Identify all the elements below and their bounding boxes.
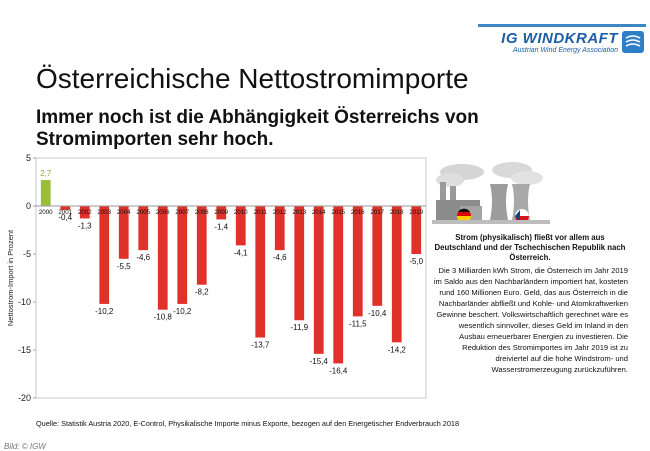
data-label: -10,8 (154, 313, 173, 322)
bar (391, 206, 402, 343)
bar (294, 206, 305, 321)
source-line: Quelle: Statistik Austria 2020, E-Contro… (36, 419, 460, 428)
page-subtitle: Immer noch ist die Abhängigkeit Österrei… (36, 107, 479, 150)
note-heading: Strom (physikalisch) fließt vor allem au… (434, 233, 626, 262)
bar (372, 206, 383, 306)
germany-flag-icon (457, 208, 471, 223)
x-tick-label: 2005 (136, 209, 150, 216)
y-tick-label: -15 (18, 345, 31, 355)
smoke-icon (436, 162, 543, 187)
bar (40, 180, 51, 206)
x-tick-label: 2010 (234, 209, 248, 216)
logo-subtitle: Austrian Wind Energy Association (512, 47, 618, 54)
data-label: -1,4 (214, 222, 228, 231)
x-tick-label: 2019 (409, 209, 423, 216)
x-tick-label: 2015 (331, 209, 345, 216)
x-tick-label: 2007 (175, 209, 189, 216)
data-label: -10,4 (368, 309, 387, 318)
data-label: -1,3 (78, 221, 92, 230)
x-tick-label: 2018 (390, 209, 404, 216)
bar (60, 206, 71, 210)
bar (138, 206, 149, 251)
data-label: -11,9 (290, 323, 308, 332)
data-label: -10,2 (173, 307, 192, 316)
x-tick-label: 2000 (39, 209, 53, 216)
bar (333, 206, 344, 364)
image-credit: Bild: © IGW (4, 442, 46, 451)
y-tick-label: -20 (18, 393, 31, 403)
bar (235, 206, 246, 246)
bar (274, 206, 285, 251)
x-tick-label: 2014 (312, 209, 326, 216)
data-label: -4,6 (273, 253, 287, 262)
bar (157, 206, 168, 310)
data-label: -11,5 (349, 319, 367, 328)
data-label: -8,2 (195, 288, 209, 297)
explanation-note: Strom (physikalisch) fließt vor allem au… (432, 233, 628, 375)
y-tick-label: 5 (26, 153, 31, 163)
data-label: -5,0 (409, 257, 423, 266)
data-label: -10,2 (95, 307, 114, 316)
logo-brand: IG WINDKRAFT (501, 30, 618, 47)
power-plants-illustration (432, 162, 550, 224)
net-import-bar-chart: 5 0 -5 -10 -15 -20 Nettostrom-Import in Prozen… (6, 153, 427, 403)
data-label: 2,7 (40, 169, 52, 178)
data-label: -15,4 (310, 357, 329, 366)
x-tick-label: 2004 (117, 209, 131, 216)
plot-frame (35, 157, 427, 399)
bar (79, 206, 90, 219)
note-body: Die 3 Milliarden kWh Strom, die Österrei… (433, 266, 628, 374)
data-label: -14,2 (388, 345, 407, 354)
x-tick-label: 2008 (195, 209, 209, 216)
x-tick-label: 2002 (78, 209, 92, 216)
x-tick-label: 2013 (292, 209, 306, 216)
data-label: -16,4 (329, 366, 348, 375)
data-label: -5,5 (117, 262, 131, 271)
bar (196, 206, 207, 285)
bar (177, 206, 188, 304)
y-tick-label: -10 (18, 297, 31, 307)
x-tick-label: 2011 (254, 209, 268, 216)
bar (411, 206, 422, 254)
x-tick-label: 2003 (97, 209, 111, 216)
bar (99, 206, 110, 304)
wind-logo-icon (622, 31, 644, 53)
page-title: Österreichische Nettostromimporte (36, 63, 469, 94)
x-tick-label: 2016 (351, 209, 365, 216)
igw-logo: IG WINDKRAFT Austrian Wind Energy Associ… (478, 24, 646, 59)
y-tick-label: -5 (23, 249, 31, 259)
y-tick-label: 0 (26, 201, 31, 211)
data-label: -4,6 (136, 253, 150, 262)
bar (255, 206, 266, 338)
data-label: -13,7 (251, 341, 270, 350)
x-tick-label: 2017 (370, 209, 384, 216)
x-tick-label: 2006 (156, 209, 170, 216)
x-tick-label: 2009 (214, 209, 228, 216)
x-tick-label: 2001 (58, 209, 72, 216)
bar (352, 206, 363, 317)
data-label: -4,1 (234, 248, 248, 257)
x-tick-label: 2012 (273, 209, 287, 216)
coal-plant-icon (436, 182, 482, 220)
data-label: -0,4 (58, 213, 72, 222)
bar (216, 206, 227, 220)
bar (118, 206, 129, 259)
nuclear-plant-icon (490, 184, 530, 220)
bar (313, 206, 324, 354)
y-axis-title: Nettostrom-Import in Prozent (6, 229, 15, 326)
